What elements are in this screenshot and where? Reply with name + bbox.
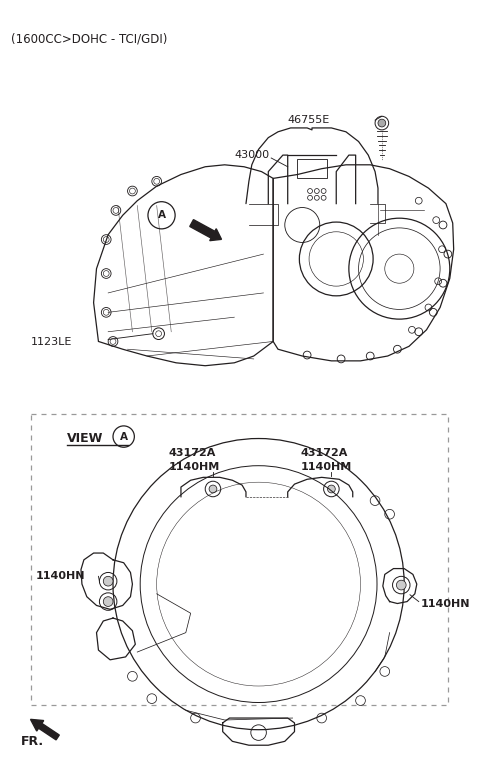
Text: (1600CC>DOHC - TCI/GDI): (1600CC>DOHC - TCI/GDI)	[11, 33, 168, 46]
Text: 1140HN: 1140HN	[420, 598, 470, 608]
Text: 1140HN: 1140HN	[36, 571, 85, 581]
Circle shape	[327, 485, 335, 493]
Circle shape	[103, 597, 113, 606]
Text: A: A	[157, 210, 166, 220]
Text: 1140HM: 1140HM	[168, 462, 219, 471]
Text: 46755E: 46755E	[288, 115, 330, 125]
Text: 1123LE: 1123LE	[31, 337, 72, 347]
Text: FR.: FR.	[21, 735, 44, 748]
Circle shape	[396, 580, 406, 590]
Text: 43172A: 43172A	[168, 448, 216, 458]
Circle shape	[103, 576, 113, 586]
FancyArrow shape	[31, 719, 60, 740]
Text: 43172A: 43172A	[300, 448, 348, 458]
Text: 1140HM: 1140HM	[300, 462, 351, 471]
Text: A: A	[120, 432, 128, 442]
Circle shape	[209, 485, 217, 493]
Text: 43000: 43000	[234, 150, 269, 160]
Bar	[298, 159, 326, 178]
Circle shape	[378, 119, 386, 127]
Bar	[31, 414, 448, 706]
Text: VIEW: VIEW	[67, 432, 104, 445]
FancyArrow shape	[190, 220, 221, 241]
